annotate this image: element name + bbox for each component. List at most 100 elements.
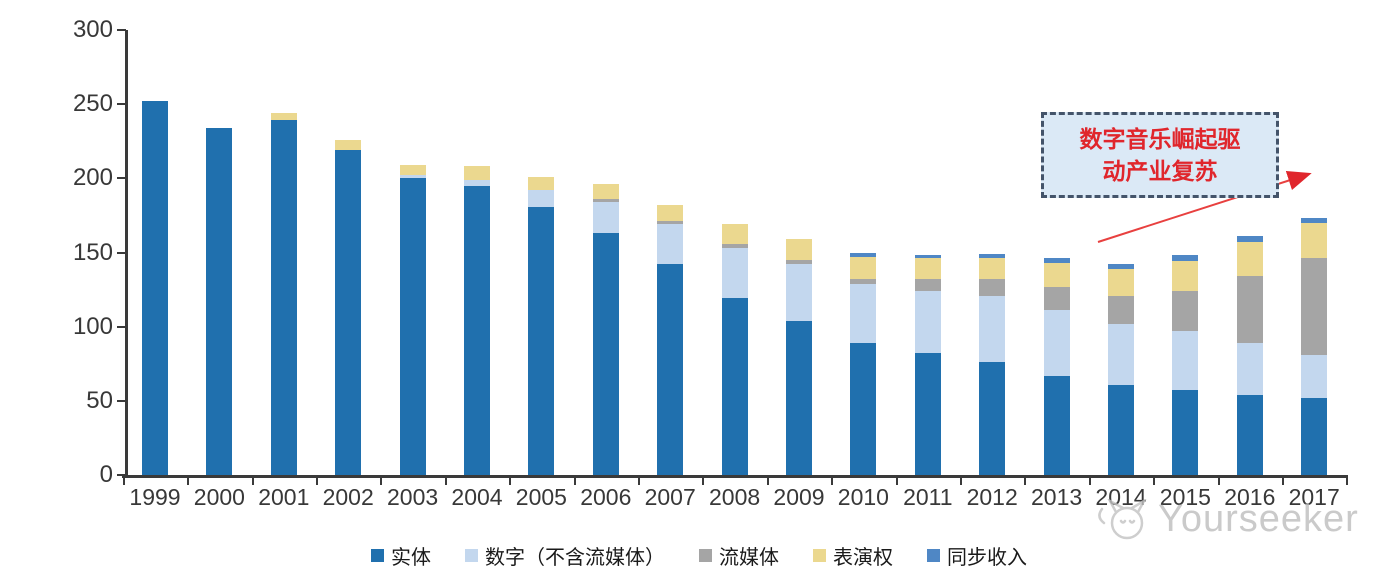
legend-label: 表演权 — [833, 547, 893, 569]
x-axis-tick — [766, 477, 769, 485]
legend-label: 实体 — [391, 547, 431, 569]
x-axis-tick — [960, 477, 962, 485]
legend-item: 数字（不含流媒体） — [465, 541, 665, 570]
x-tick-label-2005: 2005 — [515, 484, 567, 510]
x-axis-tick — [122, 477, 125, 485]
bar-segment-2008-流媒体 — [721, 243, 748, 249]
annotation-box: 数字音乐崛起驱 动产业复苏 — [1041, 112, 1279, 198]
bar-segment-2007-实体 — [657, 264, 684, 475]
bar-segment-2015-表演权 — [1172, 261, 1199, 292]
bar-segment-2005-表演权 — [528, 176, 555, 191]
bar-segment-2011-同步收入 — [914, 255, 941, 259]
y-tick-label: 200 — [72, 164, 113, 192]
bar-segment-2012-表演权 — [979, 258, 1006, 280]
x-tick-label-2016: 2016 — [1224, 484, 1276, 510]
bar-segment-2017-实体 — [1301, 397, 1328, 475]
y-axis-tick — [117, 474, 126, 476]
bar-segment-2010-实体 — [850, 342, 877, 475]
y-axis-tick — [117, 325, 126, 328]
bar-segment-2016-实体 — [1236, 394, 1263, 475]
x-axis-tick — [895, 477, 898, 485]
bar-segment-2011-数字（不含流媒体） — [914, 291, 941, 354]
y-axis-tick — [117, 29, 126, 31]
x-axis-tick — [1282, 477, 1284, 485]
bar-segment-2015-同步收入 — [1172, 255, 1199, 262]
bar-segment-2001-表演权 — [270, 113, 297, 121]
watermark: Yourseeker — [1094, 498, 1359, 541]
legend-item: 表演权 — [813, 541, 893, 570]
legend-swatch-icon — [465, 549, 478, 562]
bar-segment-2013-流媒体 — [1043, 286, 1070, 311]
y-axis-tick — [117, 103, 126, 106]
bar-segment-2009-表演权 — [786, 239, 812, 260]
x-axis-tick — [702, 477, 705, 485]
y-axis-tick — [117, 251, 126, 254]
x-axis-tick — [444, 477, 447, 485]
x-axis-tick — [831, 477, 834, 485]
bar-segment-2007-流媒体 — [657, 221, 684, 225]
bar-segment-2003-实体 — [399, 178, 426, 475]
x-axis-tick — [187, 477, 190, 485]
bar-segment-2017-同步收入 — [1301, 218, 1328, 223]
bar-segment-2004-数字（不含流媒体） — [464, 179, 490, 186]
bar-segment-2000-实体 — [206, 127, 233, 475]
chart-legend: 实体 数字（不含流媒体） 流媒体 表演权 同步收入 — [0, 541, 1398, 570]
x-tick-label-2000: 2000 — [193, 484, 245, 510]
bar-segment-2014-实体 — [1108, 384, 1134, 475]
y-tick-label: 250 — [72, 90, 113, 118]
annotation-line1: 数字音乐崛起驱 — [1079, 125, 1241, 152]
bar-segment-2017-数字（不含流媒体） — [1301, 354, 1328, 398]
bar-segment-2002-表演权 — [335, 139, 362, 151]
x-tick-label-2002: 2002 — [322, 484, 374, 510]
legend-swatch-icon — [699, 549, 712, 562]
bar-segment-2005-实体 — [528, 206, 555, 475]
y-axis-line — [125, 30, 128, 478]
bar-segment-2015-流媒体 — [1172, 291, 1199, 332]
bar-segment-2011-实体 — [914, 353, 941, 475]
x-tick-label-2017: 2017 — [1288, 484, 1340, 510]
legend-label: 数字（不含流媒体） — [485, 547, 665, 569]
bar-segment-2008-实体 — [721, 298, 748, 475]
bar-segment-2008-数字（不含流媒体） — [721, 248, 748, 299]
legend-item: 流媒体 — [699, 541, 779, 570]
x-axis-tick — [573, 477, 576, 485]
bar-segment-2017-流媒体 — [1301, 258, 1328, 355]
bar-segment-2011-表演权 — [914, 258, 941, 280]
x-axis-tick — [509, 477, 512, 485]
bar-segment-1999-实体 — [142, 101, 168, 475]
bar-segment-2012-数字（不含流媒体） — [979, 295, 1006, 363]
bar-segment-2007-数字（不含流媒体） — [657, 224, 684, 265]
bar-segment-2013-数字（不含流媒体） — [1043, 310, 1070, 376]
bar-segment-2006-流媒体 — [592, 199, 619, 203]
bar-segment-2008-表演权 — [721, 224, 748, 244]
x-tick-label-2012: 2012 — [966, 484, 1018, 510]
bar-segment-2010-流媒体 — [850, 279, 877, 284]
x-tick-label-2010: 2010 — [837, 484, 889, 510]
bar-segment-2017-表演权 — [1301, 222, 1328, 259]
bar-segment-2002-实体 — [335, 150, 362, 475]
legend-swatch-icon — [927, 549, 940, 562]
bar-segment-2013-实体 — [1043, 375, 1070, 475]
bar-segment-2015-实体 — [1172, 390, 1199, 475]
bar-segment-2016-同步收入 — [1236, 236, 1263, 243]
x-tick-label-2007: 2007 — [644, 484, 696, 510]
y-tick-label: 300 — [72, 16, 113, 43]
bar-segment-2004-实体 — [464, 185, 490, 475]
bar-segment-2006-实体 — [592, 233, 619, 475]
bar-segment-2010-表演权 — [850, 256, 877, 280]
legend-swatch-icon — [371, 549, 384, 562]
x-axis-tick — [1153, 477, 1156, 485]
legend-item: 实体 — [371, 541, 431, 570]
bar-segment-2001-实体 — [270, 120, 297, 475]
y-axis-tick — [117, 399, 126, 402]
bar-segment-2014-流媒体 — [1108, 295, 1134, 324]
annotation-line2: 动产业复苏 — [1102, 158, 1218, 184]
x-axis-tick — [316, 477, 318, 485]
bar-segment-2016-表演权 — [1236, 242, 1263, 277]
bar-segment-2010-数字（不含流媒体） — [850, 283, 877, 343]
bar-segment-2003-表演权 — [399, 164, 426, 176]
x-axis-tick — [1217, 477, 1220, 485]
legend-label: 流媒体 — [719, 547, 779, 569]
x-tick-label-2013: 2013 — [1031, 484, 1083, 510]
